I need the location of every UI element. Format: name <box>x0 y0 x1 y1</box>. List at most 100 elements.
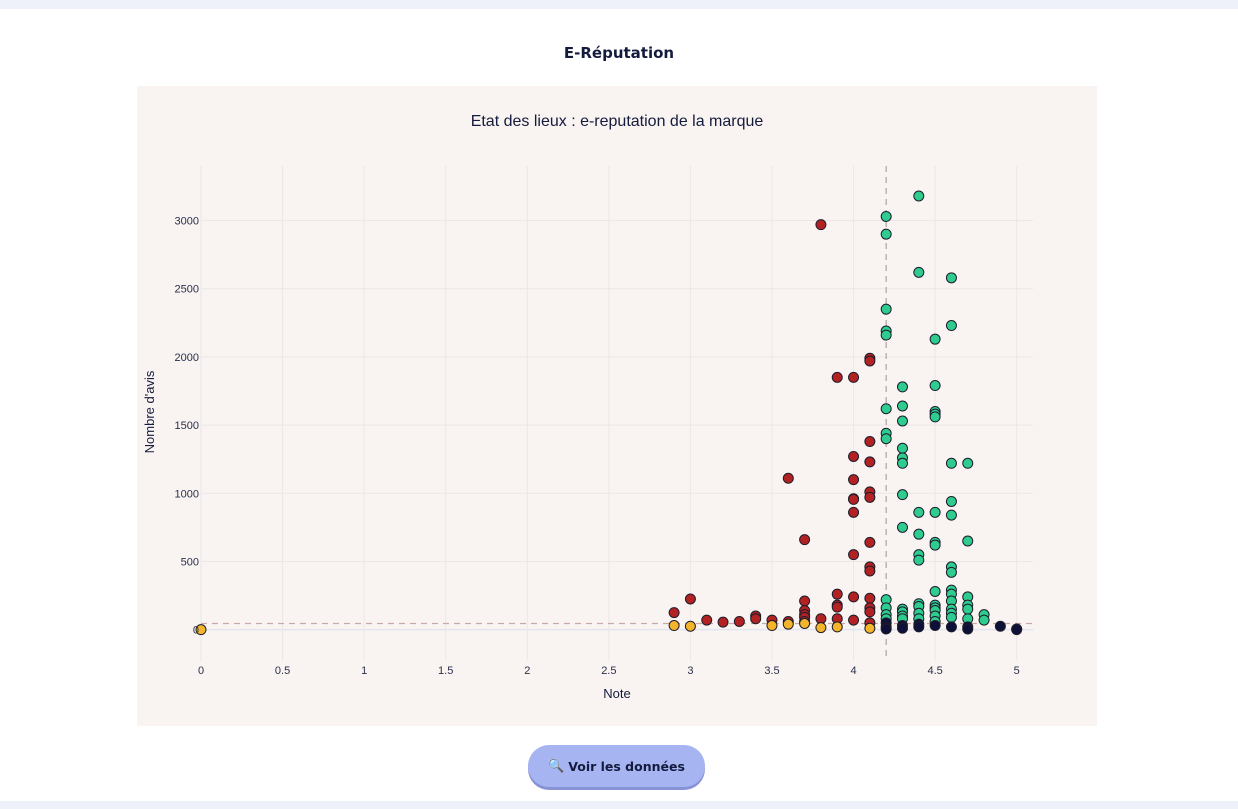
scatter-point <box>896 442 908 454</box>
scatter-point <box>815 219 827 231</box>
scatter-point <box>782 472 794 484</box>
scatter-point <box>848 591 860 603</box>
scatter-point <box>799 618 811 629</box>
scatter-point <box>880 623 892 635</box>
scatter-point <box>962 457 974 469</box>
scatter-point <box>831 588 843 600</box>
scatter-point <box>831 601 843 613</box>
x-tick-label: 1.5 <box>438 665 453 677</box>
chart-title: Etat des lieux : e-reputation de la marq… <box>471 113 764 130</box>
scatter-point <box>913 554 925 566</box>
scatter-point <box>913 266 925 278</box>
scatter-point <box>782 618 794 630</box>
scatter-point <box>896 521 908 533</box>
scatter-point <box>929 333 941 345</box>
scatter-point <box>962 623 974 635</box>
scatter-point <box>929 539 941 551</box>
scatter-point <box>929 380 941 392</box>
y-tick-label: 0 <box>193 625 199 637</box>
scatter-point <box>799 595 811 607</box>
scatter-point <box>668 620 680 632</box>
view-data-button[interactable]: 🔍 Voir les données <box>528 745 705 787</box>
scatter-point <box>913 528 925 540</box>
scatter-point <box>913 621 925 633</box>
scatter-point <box>848 474 860 486</box>
section-title: E-Réputation <box>563 44 675 62</box>
scatter-point <box>880 329 892 341</box>
scatter-chart: Etat des lieux : e-reputation de la marq… <box>142 113 1037 701</box>
scatter-point <box>945 566 957 578</box>
scatter-point <box>945 621 957 633</box>
x-tick-labels: 0 0.5 1 1.5 2 2.5 3 3.5 4 4.5 5 <box>198 665 1020 677</box>
y-tick-label: 1500 <box>175 420 199 432</box>
scatter-point <box>750 613 762 625</box>
x-tick-label: 3 <box>687 665 693 677</box>
scatter-point <box>896 622 908 634</box>
magnifier-icon: 🔍 <box>548 758 565 774</box>
scatter-point <box>848 506 860 518</box>
scatter-point <box>684 620 696 632</box>
scatter-point <box>864 435 876 447</box>
scatter-point <box>799 534 811 546</box>
scatter-point <box>733 615 745 627</box>
scatter-point <box>864 355 876 367</box>
scatter-point <box>880 228 892 240</box>
scatter-point <box>864 456 876 468</box>
chart-panel: Etat des lieux : e-reputation de la marq… <box>137 86 1097 726</box>
scatter-point <box>929 620 941 632</box>
x-tick-label: 4.5 <box>927 665 942 677</box>
y-tick-label: 2000 <box>175 352 199 364</box>
scatter-point <box>880 403 892 415</box>
scatter-point <box>962 535 974 547</box>
scatter-point <box>994 620 1006 632</box>
scatter-point <box>945 272 957 284</box>
scatter-point <box>766 620 778 632</box>
scatter-point <box>864 622 876 634</box>
scatter-point <box>962 603 974 615</box>
scatter-point <box>848 450 860 462</box>
scatter-point <box>880 210 892 222</box>
top-strip <box>0 0 1238 9</box>
scatter-point <box>929 411 941 423</box>
scatter-point <box>701 614 713 626</box>
scatter-point <box>848 493 860 505</box>
y-tick-label: 1000 <box>175 488 199 500</box>
scatter-point <box>913 190 925 202</box>
scatter-point <box>929 506 941 518</box>
reference-lines <box>201 166 1037 661</box>
scatter-point <box>717 616 729 628</box>
x-tick-label: 4 <box>850 665 856 677</box>
y-axis-label: Nombre d'avis <box>142 370 157 453</box>
scatter-point <box>945 457 957 469</box>
x-tick-label: 2.5 <box>601 665 616 677</box>
x-axis-label: Note <box>603 686 630 701</box>
scatter-point <box>896 457 908 469</box>
scatter-point <box>929 585 941 597</box>
y-tick-label: 3000 <box>175 216 199 228</box>
scatter-point <box>831 371 843 383</box>
scatter-point <box>864 606 876 618</box>
scatter-point <box>880 303 892 315</box>
x-tick-label: 0.5 <box>275 665 290 677</box>
y-tick-label: 2500 <box>175 284 199 296</box>
scatter-point <box>864 491 876 503</box>
scatter-point <box>195 624 207 636</box>
scatter-point <box>945 495 957 507</box>
x-tick-label: 2 <box>524 665 530 677</box>
y-tick-labels: 0 500 1000 1500 2000 2500 3000 <box>175 216 199 637</box>
scatter-point <box>945 320 957 332</box>
scatter-point <box>1011 624 1023 636</box>
scatter-point <box>848 371 860 383</box>
scatter-point <box>880 433 892 445</box>
scatter-point <box>978 614 990 626</box>
scatter-point <box>864 565 876 577</box>
grid-layer <box>200 166 1033 661</box>
scatter-point <box>831 621 843 633</box>
scatter-point <box>684 593 696 605</box>
scatter-point <box>945 611 957 623</box>
scatter-point <box>896 400 908 412</box>
scatter-point <box>913 506 925 518</box>
scatter-point <box>815 622 827 634</box>
x-tick-label: 5 <box>1014 665 1020 677</box>
scatter-point <box>864 592 876 604</box>
